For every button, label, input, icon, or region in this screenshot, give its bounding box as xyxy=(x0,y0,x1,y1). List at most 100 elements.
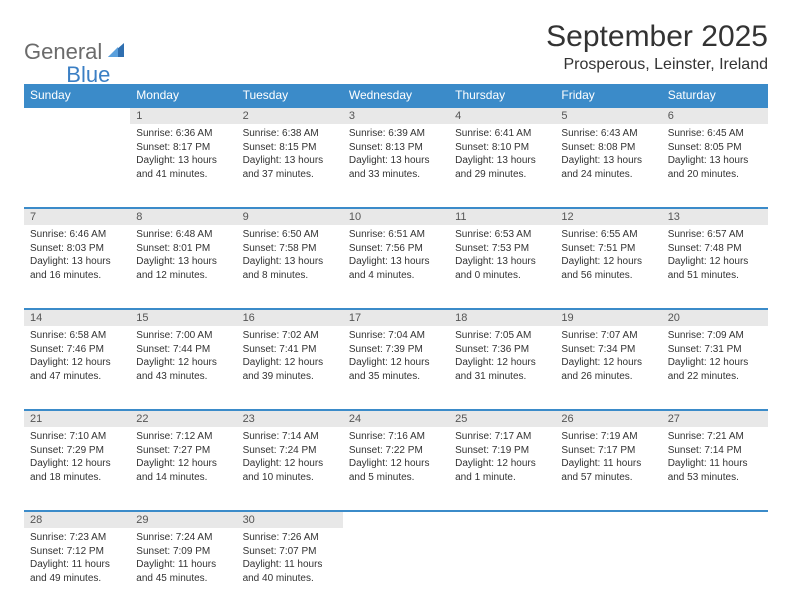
sunrise-text: Sunrise: 6:50 AM xyxy=(243,228,337,242)
daylight-text: Daylight: 12 hours and 31 minutes. xyxy=(455,356,549,383)
day-number-cell: 25 xyxy=(449,410,555,427)
sunrise-text: Sunrise: 7:09 AM xyxy=(668,329,762,343)
sunset-text: Sunset: 7:09 PM xyxy=(136,545,230,559)
day-number-cell: 1 xyxy=(130,107,236,124)
daylight-text: Daylight: 12 hours and 43 minutes. xyxy=(136,356,230,383)
day-number-cell xyxy=(343,511,449,528)
day-number-cell: 16 xyxy=(237,309,343,326)
sunset-text: Sunset: 7:07 PM xyxy=(243,545,337,559)
daylight-text: Daylight: 12 hours and 10 minutes. xyxy=(243,457,337,484)
daylight-text: Daylight: 11 hours and 45 minutes. xyxy=(136,558,230,585)
day-number-cell xyxy=(24,107,130,124)
sunset-text: Sunset: 7:12 PM xyxy=(30,545,124,559)
sunrise-text: Sunrise: 6:53 AM xyxy=(455,228,549,242)
sunset-text: Sunset: 7:19 PM xyxy=(455,444,549,458)
day-number-cell: 4 xyxy=(449,107,555,124)
day-content-cell: Sunrise: 7:14 AMSunset: 7:24 PMDaylight:… xyxy=(237,427,343,511)
logo-sail-icon xyxy=(106,41,126,64)
logo: General Blue xyxy=(24,20,110,76)
daynum-row: 21222324252627 xyxy=(24,410,768,427)
day-number-cell: 3 xyxy=(343,107,449,124)
daylight-text: Daylight: 13 hours and 20 minutes. xyxy=(668,154,762,181)
day-number-cell: 21 xyxy=(24,410,130,427)
day-number-cell: 17 xyxy=(343,309,449,326)
sunset-text: Sunset: 8:15 PM xyxy=(243,141,337,155)
daynum-row: 123456 xyxy=(24,107,768,124)
sunrise-text: Sunrise: 7:05 AM xyxy=(455,329,549,343)
day-content-cell: Sunrise: 6:41 AMSunset: 8:10 PMDaylight:… xyxy=(449,124,555,208)
daylight-text: Daylight: 13 hours and 33 minutes. xyxy=(349,154,443,181)
daylight-text: Daylight: 13 hours and 12 minutes. xyxy=(136,255,230,282)
day-content-cell: Sunrise: 6:43 AMSunset: 8:08 PMDaylight:… xyxy=(555,124,661,208)
sunset-text: Sunset: 8:10 PM xyxy=(455,141,549,155)
sunset-text: Sunset: 7:48 PM xyxy=(668,242,762,256)
logo-text-blue: Blue xyxy=(66,62,110,88)
sunset-text: Sunset: 7:51 PM xyxy=(561,242,655,256)
day-content-cell: Sunrise: 7:24 AMSunset: 7:09 PMDaylight:… xyxy=(130,528,236,612)
sunset-text: Sunset: 8:17 PM xyxy=(136,141,230,155)
day-content-cell: Sunrise: 7:09 AMSunset: 7:31 PMDaylight:… xyxy=(662,326,768,410)
day-content-cell: Sunrise: 7:04 AMSunset: 7:39 PMDaylight:… xyxy=(343,326,449,410)
sunrise-text: Sunrise: 7:04 AM xyxy=(349,329,443,343)
daylight-text: Daylight: 12 hours and 1 minute. xyxy=(455,457,549,484)
col-friday: Friday xyxy=(555,84,661,107)
daylight-text: Daylight: 11 hours and 57 minutes. xyxy=(561,457,655,484)
day-number-cell: 2 xyxy=(237,107,343,124)
sunrise-text: Sunrise: 7:12 AM xyxy=(136,430,230,444)
page-title: September 2025 xyxy=(546,20,768,54)
sunrise-text: Sunrise: 7:16 AM xyxy=(349,430,443,444)
day-content-cell: Sunrise: 6:39 AMSunset: 8:13 PMDaylight:… xyxy=(343,124,449,208)
day-content-cell: Sunrise: 7:10 AMSunset: 7:29 PMDaylight:… xyxy=(24,427,130,511)
day-number-cell: 30 xyxy=(237,511,343,528)
daylight-text: Daylight: 11 hours and 49 minutes. xyxy=(30,558,124,585)
day-number-cell: 20 xyxy=(662,309,768,326)
day-number-cell: 11 xyxy=(449,208,555,225)
day-content-cell: Sunrise: 7:12 AMSunset: 7:27 PMDaylight:… xyxy=(130,427,236,511)
sunset-text: Sunset: 7:46 PM xyxy=(30,343,124,357)
content-row: Sunrise: 7:23 AMSunset: 7:12 PMDaylight:… xyxy=(24,528,768,612)
daylight-text: Daylight: 11 hours and 40 minutes. xyxy=(243,558,337,585)
sunrise-text: Sunrise: 6:48 AM xyxy=(136,228,230,242)
daylight-text: Daylight: 12 hours and 26 minutes. xyxy=(561,356,655,383)
content-row: Sunrise: 7:10 AMSunset: 7:29 PMDaylight:… xyxy=(24,427,768,511)
day-number-cell: 23 xyxy=(237,410,343,427)
day-number-cell: 24 xyxy=(343,410,449,427)
day-content-cell: Sunrise: 7:05 AMSunset: 7:36 PMDaylight:… xyxy=(449,326,555,410)
day-content-cell: Sunrise: 6:38 AMSunset: 8:15 PMDaylight:… xyxy=(237,124,343,208)
day-number-cell: 13 xyxy=(662,208,768,225)
sunrise-text: Sunrise: 7:24 AM xyxy=(136,531,230,545)
day-number-cell: 28 xyxy=(24,511,130,528)
sunset-text: Sunset: 7:41 PM xyxy=(243,343,337,357)
day-content-cell: Sunrise: 7:23 AMSunset: 7:12 PMDaylight:… xyxy=(24,528,130,612)
col-saturday: Saturday xyxy=(662,84,768,107)
daylight-text: Daylight: 12 hours and 51 minutes. xyxy=(668,255,762,282)
daylight-text: Daylight: 12 hours and 5 minutes. xyxy=(349,457,443,484)
daylight-text: Daylight: 13 hours and 41 minutes. xyxy=(136,154,230,181)
sunrise-text: Sunrise: 6:39 AM xyxy=(349,127,443,141)
daylight-text: Daylight: 13 hours and 37 minutes. xyxy=(243,154,337,181)
day-number-cell xyxy=(449,511,555,528)
sunset-text: Sunset: 7:56 PM xyxy=(349,242,443,256)
day-content-cell: Sunrise: 7:16 AMSunset: 7:22 PMDaylight:… xyxy=(343,427,449,511)
sunset-text: Sunset: 7:24 PM xyxy=(243,444,337,458)
day-content-cell: Sunrise: 6:48 AMSunset: 8:01 PMDaylight:… xyxy=(130,225,236,309)
content-row: Sunrise: 6:36 AMSunset: 8:17 PMDaylight:… xyxy=(24,124,768,208)
daylight-text: Daylight: 12 hours and 35 minutes. xyxy=(349,356,443,383)
day-content-cell: Sunrise: 7:02 AMSunset: 7:41 PMDaylight:… xyxy=(237,326,343,410)
day-number-cell: 18 xyxy=(449,309,555,326)
sunrise-text: Sunrise: 6:58 AM xyxy=(30,329,124,343)
sunrise-text: Sunrise: 6:43 AM xyxy=(561,127,655,141)
day-content-cell: Sunrise: 6:53 AMSunset: 7:53 PMDaylight:… xyxy=(449,225,555,309)
sunrise-text: Sunrise: 6:46 AM xyxy=(30,228,124,242)
location-text: Prosperous, Leinster, Ireland xyxy=(546,56,768,74)
day-number-cell: 12 xyxy=(555,208,661,225)
sunset-text: Sunset: 8:08 PM xyxy=(561,141,655,155)
sunset-text: Sunset: 7:39 PM xyxy=(349,343,443,357)
day-number-cell: 15 xyxy=(130,309,236,326)
sunrise-text: Sunrise: 6:55 AM xyxy=(561,228,655,242)
daynum-row: 282930 xyxy=(24,511,768,528)
sunrise-text: Sunrise: 7:10 AM xyxy=(30,430,124,444)
sunrise-text: Sunrise: 6:38 AM xyxy=(243,127,337,141)
day-content-cell: Sunrise: 7:26 AMSunset: 7:07 PMDaylight:… xyxy=(237,528,343,612)
day-content-cell: Sunrise: 6:45 AMSunset: 8:05 PMDaylight:… xyxy=(662,124,768,208)
